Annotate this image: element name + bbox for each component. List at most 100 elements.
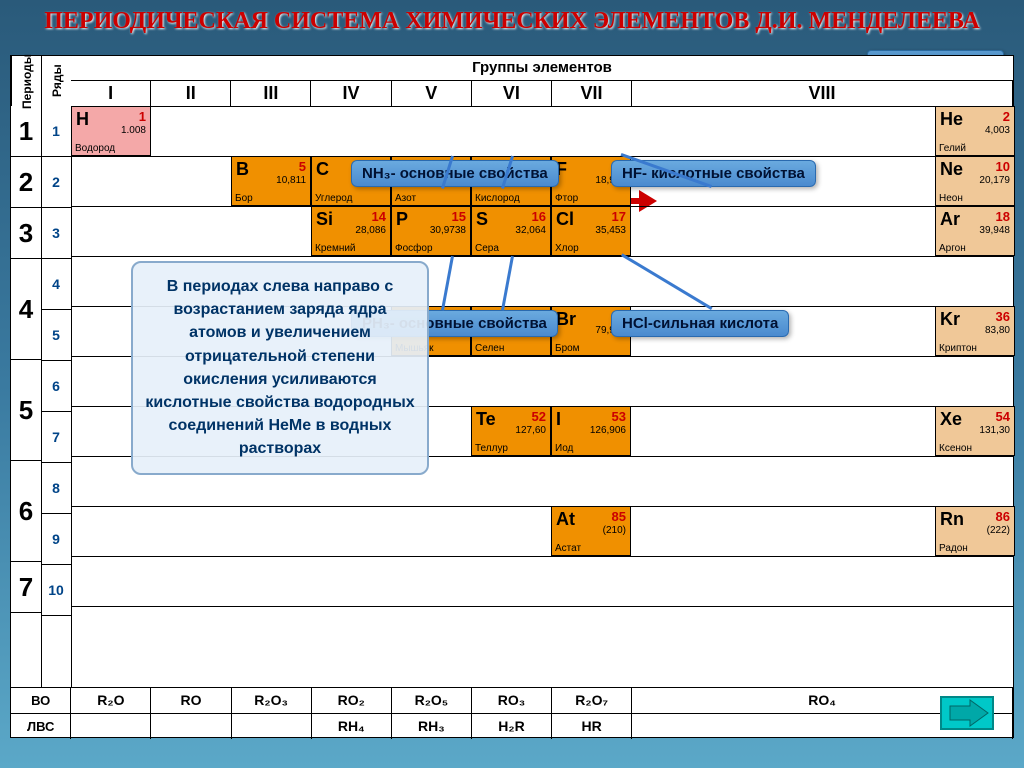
element-number: 10	[996, 159, 1010, 174]
row-5: 5	[41, 310, 71, 361]
group-IV: IV	[311, 80, 391, 106]
element-number: 86	[996, 509, 1010, 524]
oxide-formula: RO	[151, 688, 231, 713]
element-I[interactable]: I53126,906Иод	[551, 406, 631, 456]
element-Kr[interactable]: Kr 3683,80 Криптон	[935, 306, 1015, 356]
oxide-formula: RO₃	[472, 688, 552, 713]
oxide-formula: R₂O	[71, 688, 151, 713]
oxide-row: ВО R₂OROR₂O₃RO₂R₂O₅RO₃R₂O₇RO₄	[11, 687, 1013, 713]
element-number: 2	[1003, 109, 1010, 124]
element-name: Астат	[555, 543, 581, 554]
element-mass: (222)	[987, 525, 1010, 536]
element-symbol: H	[76, 109, 89, 130]
element-name: Криптон	[939, 343, 977, 354]
element-number: 14	[372, 209, 386, 224]
element-mass: 32,064	[515, 225, 546, 236]
element-grid: H11.008ВодородHe24,003ГелийB510,811БорC6…	[71, 106, 1013, 687]
element-mass: 83,80	[985, 325, 1010, 336]
element-Ar[interactable]: Ar1839,948Аргон	[935, 206, 1015, 256]
element-H[interactable]: H11.008Водород	[71, 106, 151, 156]
group-II: II	[151, 80, 231, 106]
row-9: 9	[41, 514, 71, 565]
element-He[interactable]: He24,003Гелий	[935, 106, 1015, 156]
period-3: 3	[11, 208, 41, 259]
footer: ВО R₂OROR₂O₃RO₂R₂O₅RO₃R₂O₇RO₄ ЛВС RH₄RH₃…	[11, 687, 1013, 737]
row-10: 10	[41, 565, 71, 616]
element-P[interactable]: P1530,9738Фосфор	[391, 206, 471, 256]
rows-column: 12345678910	[41, 106, 72, 687]
element-number: 53	[612, 409, 626, 424]
element-name: Селен	[475, 343, 504, 354]
element-B[interactable]: B510,811Бор	[231, 156, 311, 206]
period-4: 4	[11, 259, 41, 360]
element-name: Хлор	[555, 243, 579, 254]
groups-header: Группы элементов	[71, 56, 1013, 81]
period-1: 1	[11, 106, 41, 157]
element-Xe[interactable]: Xe54131,30Ксенон	[935, 406, 1015, 456]
element-S[interactable]: S1632,064Сера	[471, 206, 551, 256]
row-1: 1	[41, 106, 71, 157]
element-name: Азот	[395, 193, 416, 204]
hydride-formula	[71, 714, 151, 739]
callout: HCl-сильная кислота	[611, 310, 789, 337]
element-Ne[interactable]: Ne1020,179Неон	[935, 156, 1015, 206]
hydride-row: ЛВС RH₄RH₃H₂RHR	[11, 713, 1013, 739]
period-column: 1234567	[11, 106, 42, 687]
element-name: Бром	[555, 343, 580, 354]
element-mass: 28,086	[355, 225, 386, 236]
roman-numerals-row: IIIIIIIVVVIVIIVIII	[71, 80, 1013, 107]
group-I: I	[71, 80, 151, 106]
element-number: 5	[299, 159, 306, 174]
element-At[interactable]: At85(210)Астат	[551, 506, 631, 556]
element-mass: 30,9738	[430, 225, 466, 236]
row-4: 4	[41, 259, 71, 310]
element-number: 36	[996, 309, 1010, 324]
lvs-label: ЛВС	[11, 714, 71, 739]
element-Te[interactable]: Te 52127,60 Теллур	[471, 406, 551, 456]
element-symbol: Kr	[940, 309, 960, 330]
element-symbol: Si	[316, 209, 333, 230]
oxide-formula: RO₂	[312, 688, 392, 713]
element-name: Теллур	[475, 443, 508, 454]
element-name: Гелий	[939, 143, 966, 154]
row-3: 3	[41, 208, 71, 259]
element-symbol: Ar	[940, 209, 960, 230]
element-symbol: Ne	[940, 159, 963, 180]
hydride-formula	[232, 714, 312, 739]
element-Cl[interactable]: Cl1735,453Хлор	[551, 206, 631, 256]
group-VIII: VIII	[632, 80, 1013, 106]
element-name: Сера	[475, 243, 499, 254]
element-number: 17	[612, 209, 626, 224]
element-name: Ксенон	[939, 443, 972, 454]
oxide-formula: R₂O₃	[232, 688, 312, 713]
connector-arrow	[621, 253, 713, 310]
element-mass: 1.008	[121, 125, 146, 136]
callout: HF- кислотные свойства	[611, 160, 816, 187]
element-Rn[interactable]: Rn 86(222) Радон	[935, 506, 1015, 556]
rows-header: Ряды	[41, 56, 72, 106]
element-name: Фтор	[555, 193, 578, 204]
element-name: Углерод	[315, 193, 352, 204]
element-symbol: Te	[476, 409, 496, 430]
periodic-table: Периоды Ряды Группы элементов IIIIIIIVVV…	[10, 55, 1014, 738]
element-mass: (210)	[603, 525, 626, 536]
element-symbol: He	[940, 109, 963, 130]
element-number: 85	[612, 509, 626, 524]
element-mass: 35,453	[595, 225, 626, 236]
group-V: V	[392, 80, 472, 106]
element-symbol: I	[556, 409, 561, 430]
element-mass: 126,906	[590, 425, 626, 436]
element-name: Радон	[939, 543, 968, 554]
element-symbol: P	[396, 209, 408, 230]
element-number: 52	[532, 409, 546, 424]
element-symbol: Rn	[940, 509, 964, 530]
element-symbol: Xe	[940, 409, 962, 430]
element-Si[interactable]: Si1428,086Кремний	[311, 206, 391, 256]
element-symbol: C	[316, 159, 329, 180]
next-arrow-button[interactable]	[940, 696, 994, 730]
periods-header: Периоды	[11, 56, 42, 106]
element-symbol: S	[476, 209, 488, 230]
element-number: 15	[452, 209, 466, 224]
element-mass: 127,60	[515, 425, 546, 436]
period-6: 6	[11, 461, 41, 562]
